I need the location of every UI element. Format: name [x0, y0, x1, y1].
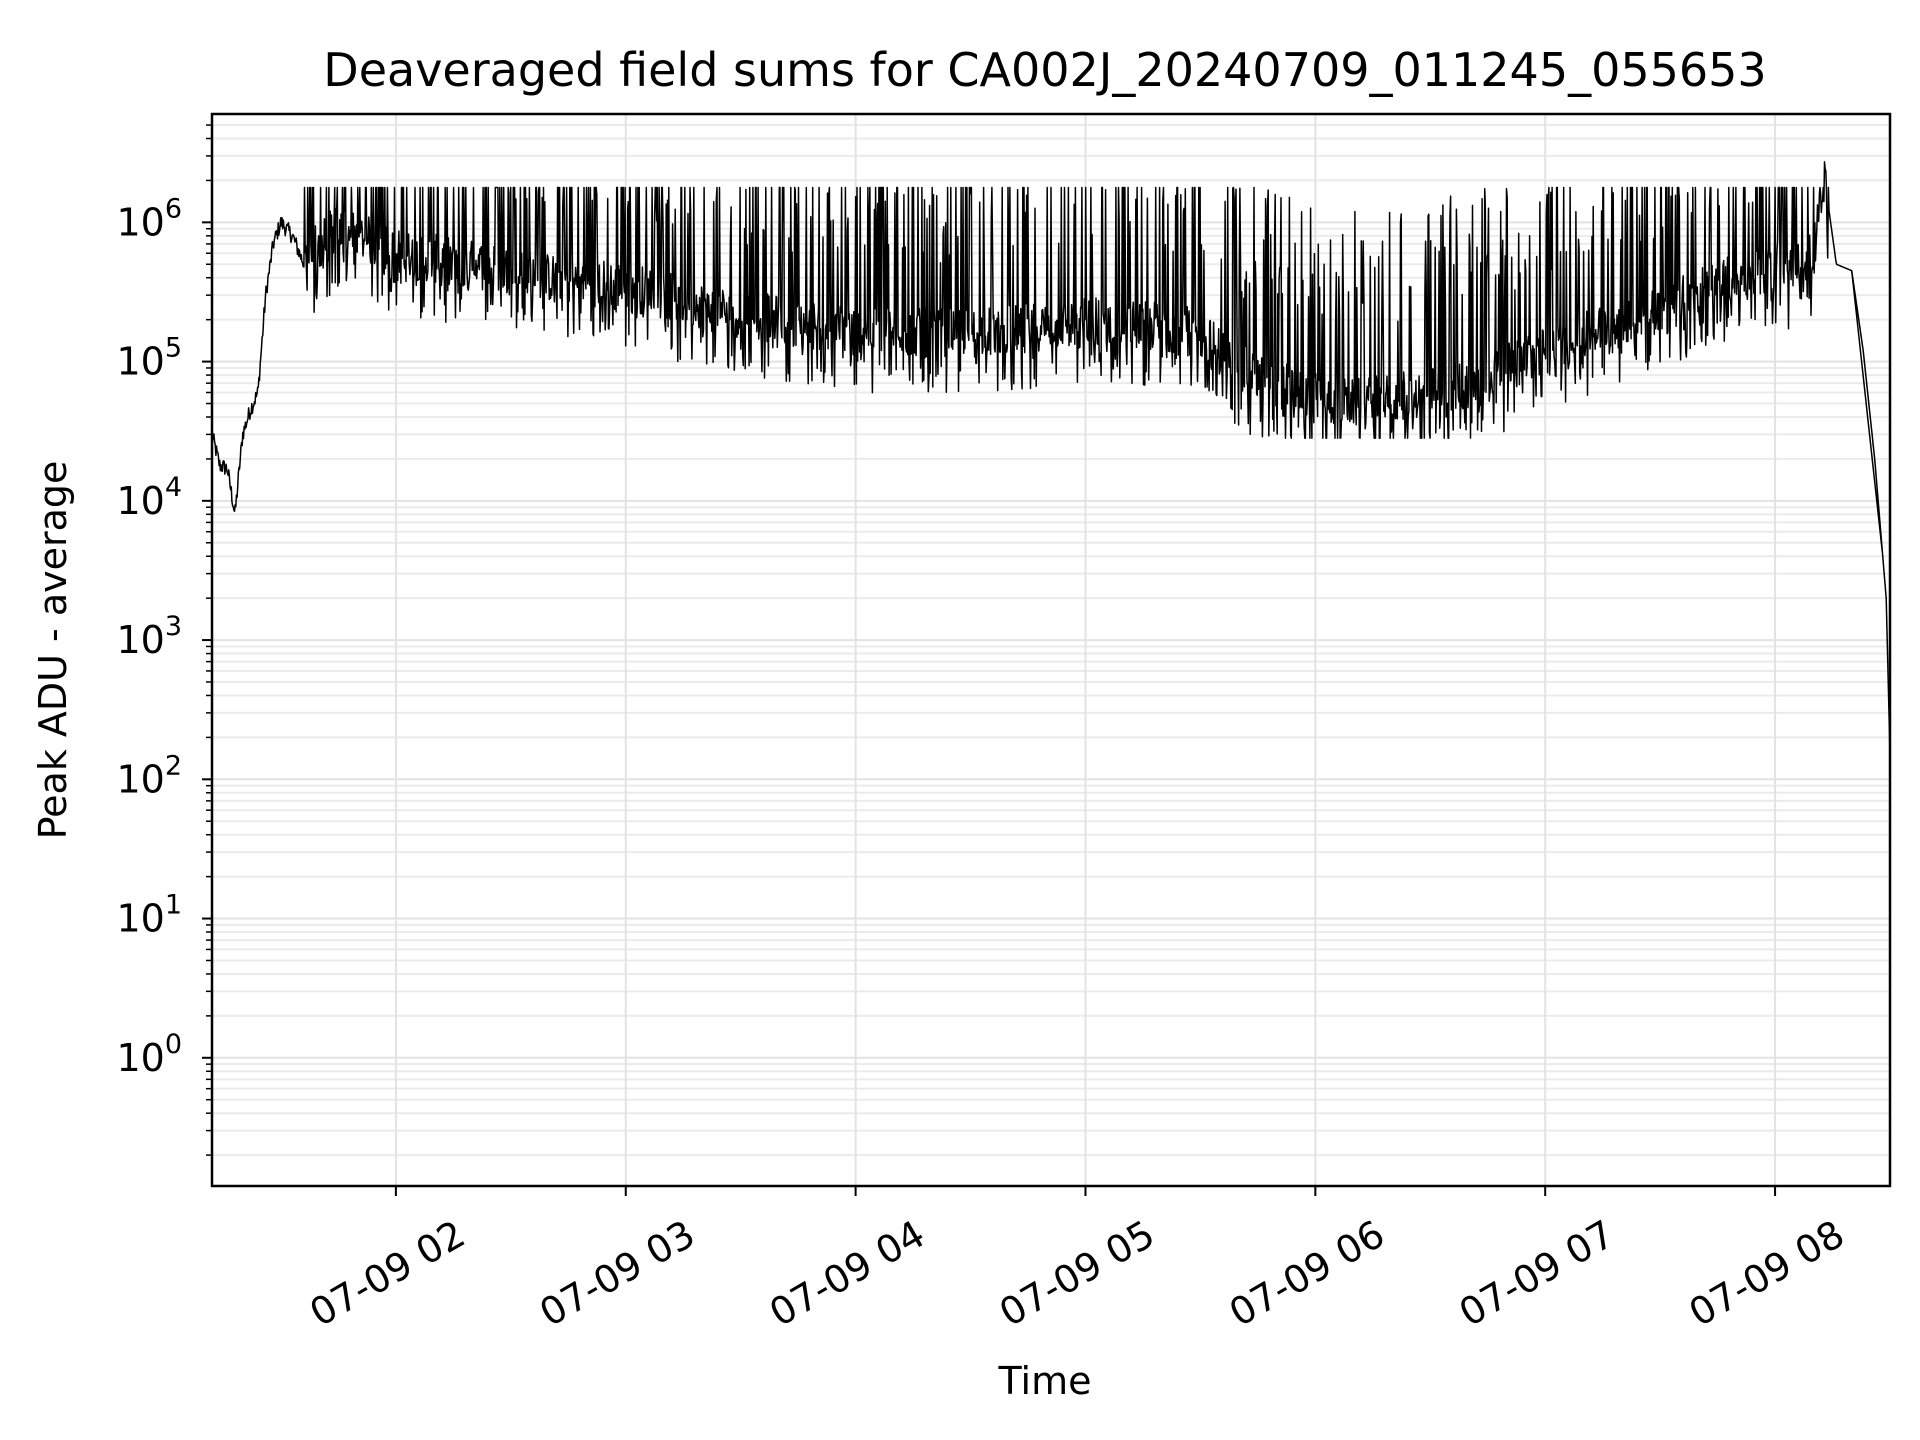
- y-tick-base: 10: [116, 1036, 164, 1080]
- y-tick-exponent: 5: [165, 333, 182, 364]
- plot-frame: [210, 112, 1892, 1188]
- x-tick-label: 07-09 02: [302, 1212, 472, 1336]
- y-axis-label: Peak ADU - average: [31, 461, 75, 840]
- y-tick-exponent: 3: [165, 611, 182, 642]
- chart-title: Deaveraged field sums for CA002J_2024070…: [323, 43, 1766, 97]
- y-tick-base: 10: [116, 618, 164, 662]
- x-tick-label: 07-09 08: [1682, 1212, 1852, 1336]
- y-tick-label: 106: [116, 193, 182, 244]
- grid: [212, 114, 1890, 1186]
- x-axis-label: Time: [998, 1359, 1092, 1403]
- x-tick-label: 07-09 06: [1222, 1212, 1392, 1336]
- x-tick-label: 07-09 04: [762, 1212, 932, 1336]
- x-tick-label: 07-09 05: [992, 1212, 1162, 1336]
- y-tick-base: 10: [116, 757, 164, 801]
- y-tick-exponent: 6: [165, 193, 182, 224]
- y-tick-exponent: 0: [165, 1029, 182, 1060]
- y-tick-exponent: 1: [165, 890, 182, 921]
- x-tick-label: 07-09 03: [532, 1212, 702, 1336]
- y-tick-base: 10: [116, 340, 164, 384]
- y-tick-label: 101: [116, 890, 182, 941]
- y-tick-exponent: 2: [165, 750, 182, 781]
- x-ticks: 07-09 02 07-09 03 07-09 04 07-09 05 07-09 06…: [302, 1186, 1852, 1336]
- y-tick-label: 100: [116, 1029, 182, 1080]
- y-tick-exponent: 4: [165, 472, 182, 503]
- y-tick-label: 105: [116, 333, 182, 384]
- y-tick-label: 102: [116, 750, 182, 801]
- y-tick-base: 10: [116, 200, 164, 244]
- y-tick-base: 10: [116, 479, 164, 523]
- x-tick-label: 07-09 07: [1452, 1212, 1622, 1336]
- y-tick-base: 10: [116, 897, 164, 941]
- series-line: [211, 161, 1891, 1186]
- y-tick-label: 104: [116, 472, 182, 523]
- y-tick-label: 103: [116, 611, 182, 662]
